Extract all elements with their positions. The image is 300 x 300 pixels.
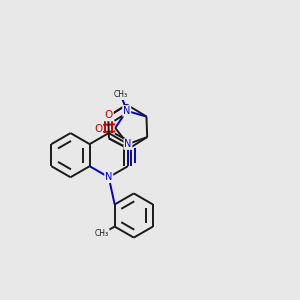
Text: O: O [105,110,113,120]
Text: CH₃: CH₃ [114,90,128,99]
Text: N: N [105,172,112,182]
Text: N: N [123,106,130,116]
Text: N: N [124,139,132,149]
Text: CH₃: CH₃ [95,230,109,238]
Text: O: O [94,124,102,134]
